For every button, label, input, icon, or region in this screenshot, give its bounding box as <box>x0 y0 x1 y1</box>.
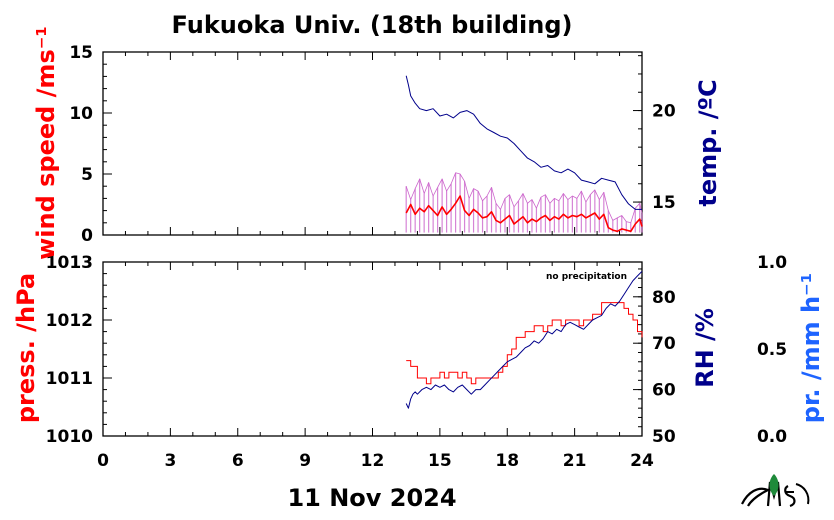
right-y-tick-label: 15 <box>652 193 676 213</box>
far-right-y-tick-label: 0.0 <box>757 427 787 447</box>
pressure-line <box>406 302 643 385</box>
wind-speed-line <box>405 195 643 233</box>
temperature-line <box>405 75 642 210</box>
right-y-tick-label: 60 <box>652 381 676 401</box>
left-y-tick-label: 5 <box>81 165 93 185</box>
y-axis-label-temperature: temp. /ºC <box>694 79 722 206</box>
x-tick-label: 21 <box>563 451 587 471</box>
series-layer <box>405 75 643 409</box>
y-axis-label-humidity: RH /% <box>691 308 719 388</box>
date-label: 11 Nov 2024 <box>287 484 456 512</box>
y-axis-label-pressure: press. /hPa <box>12 273 40 423</box>
left-y-tick-label: 15 <box>69 43 93 63</box>
right-y-tick-label: 70 <box>652 334 676 354</box>
precipitation-note: no precipitation <box>546 272 627 282</box>
wind-gust-line <box>405 172 643 224</box>
y-axis-label-precipitation: pr. /mm h⁻¹ <box>797 273 825 423</box>
x-tick-label: 18 <box>495 451 519 471</box>
left-y-tick-label: 10 <box>69 104 93 124</box>
tick-labels: 0 3 6 9 12 15 18 21 24 0 5 10 15 15 20 1010 1011 1012 1013… <box>46 43 788 471</box>
bottom-panel-ticks <box>102 261 643 437</box>
right-y-tick-label: 80 <box>652 288 676 308</box>
x-tick-label: 24 <box>630 451 654 471</box>
far-right-y-tick-label: 1.0 <box>757 253 787 273</box>
x-tick-label: 6 <box>232 451 244 471</box>
x-tick-label: 12 <box>361 451 385 471</box>
far-right-y-tick-label: 0.5 <box>757 340 787 360</box>
right-y-tick-label: 50 <box>652 427 676 447</box>
top-panel-ticks <box>102 51 643 236</box>
bottom-panel-frame <box>102 261 643 437</box>
chart-title: Fukuoka Univ. (18th building) <box>172 11 573 39</box>
y-axis-label-wind-speed: wind speed /ms⁻¹ <box>32 26 60 260</box>
x-tick-label: 0 <box>97 451 109 471</box>
right-y-tick-label: 20 <box>652 102 676 122</box>
left-y-tick-label: 1013 <box>46 253 93 273</box>
humidity-line <box>405 270 643 409</box>
mes-logo-icon <box>741 474 810 508</box>
top-panel-frame <box>102 51 643 236</box>
left-y-tick-label: 1012 <box>46 311 93 331</box>
left-y-tick-label: 0 <box>81 226 93 246</box>
left-y-tick-label: 1011 <box>46 369 93 389</box>
left-y-tick-label: 1010 <box>46 427 93 447</box>
x-tick-label: 9 <box>299 451 311 471</box>
x-tick-label: 15 <box>428 451 452 471</box>
x-tick-label: 3 <box>164 451 176 471</box>
